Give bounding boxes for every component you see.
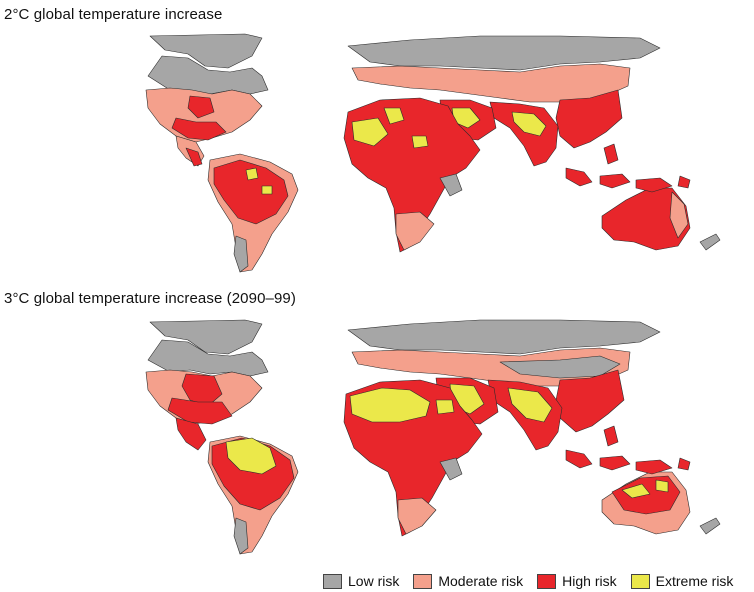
north-america (145, 339, 269, 451)
eurasia (347, 319, 661, 451)
south-america (207, 153, 299, 273)
legend-swatch-low (323, 573, 342, 589)
legend-label-low: Low risk (348, 573, 400, 589)
legend-label-extreme: Extreme risk (655, 573, 734, 589)
risk-map-3c (145, 319, 721, 555)
legend: Low risk Moderate risk High risk Extreme… (323, 572, 733, 590)
panel-title-3c: 3°C global temperature increase (2090–99… (4, 290, 296, 307)
south-america (207, 435, 299, 555)
eurasia (347, 35, 661, 167)
risk-map-2c (145, 33, 721, 273)
legend-item-extreme: Extreme risk (630, 573, 734, 589)
panel-title-2c: 2°C global temperature increase (4, 6, 223, 23)
legend-swatch-moderate (413, 573, 433, 589)
southeast-asia-islands (565, 143, 691, 193)
legend-swatch-high (537, 573, 557, 589)
legend-item-low: Low risk (323, 573, 399, 589)
legend-item-moderate: Moderate risk (413, 573, 523, 589)
greenland (149, 33, 263, 69)
legend-item-high: High risk (537, 573, 617, 589)
north-america (145, 55, 269, 167)
legend-swatch-extreme (630, 573, 650, 589)
australia (601, 187, 721, 251)
legend-label-moderate: Moderate risk (438, 573, 524, 589)
africa (343, 379, 483, 537)
greenland (149, 319, 263, 355)
australia (601, 471, 721, 535)
legend-label-high: High risk (562, 573, 617, 589)
southeast-asia-islands (565, 425, 691, 475)
africa (343, 97, 481, 253)
